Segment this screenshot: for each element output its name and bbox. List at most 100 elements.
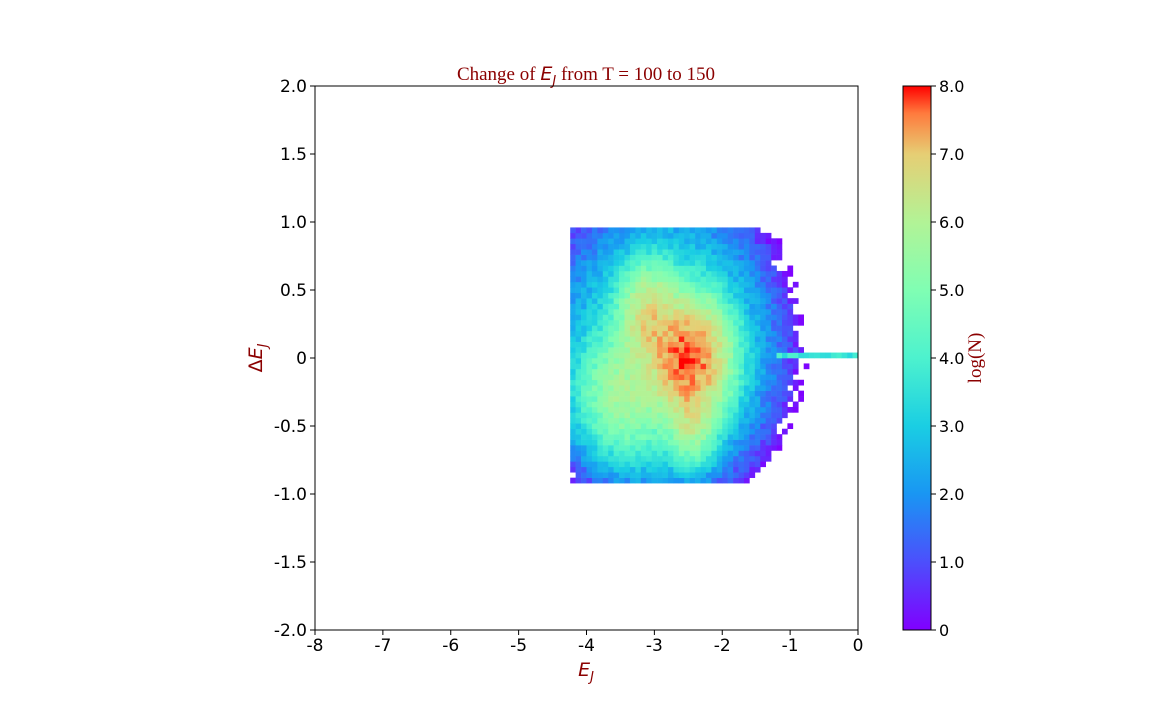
heatmap-cell [678, 249, 685, 255]
heatmap-cell [570, 287, 576, 294]
heatmap-cell [662, 265, 669, 272]
heatmap-cell [629, 249, 636, 255]
heatmap-cell [716, 358, 723, 364]
heatmap-cell [760, 281, 766, 288]
heatmap-cell [640, 434, 647, 440]
heatmap-cell [716, 292, 723, 299]
heatmap-cell [629, 363, 636, 370]
heatmap-cell [570, 450, 576, 457]
heatmap-cell [798, 390, 804, 397]
heatmap-cell [597, 227, 604, 234]
heatmap-cell [733, 227, 739, 234]
heatmap-cell [765, 303, 772, 310]
heatmap-cell [619, 281, 625, 288]
heatmap-cell [776, 281, 783, 288]
heatmap-cell [792, 298, 799, 304]
heatmap-cell [662, 401, 669, 408]
heatmap-cell [689, 368, 696, 375]
heatmap-cell [711, 434, 718, 440]
heatmap-cell [646, 428, 652, 435]
heatmap-cell [749, 445, 756, 451]
heatmap-cell [689, 396, 696, 402]
heatmap-cell [754, 347, 761, 353]
heatmap-cell [619, 249, 625, 255]
heatmap-cell [711, 401, 718, 408]
heatmap-cell [646, 309, 652, 315]
heatmap-cell [689, 374, 696, 381]
heatmap-cell [765, 396, 772, 402]
heatmap-cell [738, 254, 745, 261]
heatmap-cell [689, 243, 696, 250]
heatmap-cell [651, 374, 658, 381]
heatmap-cell [586, 347, 593, 353]
heatmap-cell [733, 461, 739, 468]
heatmap-cell [613, 455, 620, 462]
heatmap-cell [646, 396, 652, 402]
heatmap-cell [629, 455, 636, 462]
heatmap-cell [673, 466, 680, 473]
heatmap-cell [749, 406, 756, 413]
heatmap-cell [733, 406, 739, 413]
heatmap-cell [733, 232, 739, 239]
heatmap-cell [624, 455, 631, 462]
heatmap-cell [651, 401, 658, 408]
heatmap-cell [700, 314, 707, 321]
x-tick-label: -4 [578, 636, 595, 656]
heatmap-cell [705, 319, 712, 326]
heatmap-cell [613, 450, 620, 457]
heatmap-cell [673, 461, 680, 468]
heatmap-cell [716, 374, 723, 381]
heatmap-cell [700, 276, 707, 283]
heatmap-cell [673, 412, 680, 419]
heatmap-cell [657, 265, 663, 272]
heatmap-cell [651, 336, 658, 342]
heatmap-cell [673, 249, 680, 255]
heatmap-cell [781, 347, 788, 353]
heatmap-cell [738, 341, 745, 348]
heatmap-cell [700, 254, 707, 261]
heatmap-cell [651, 347, 658, 353]
heatmap-cell [629, 287, 636, 294]
heatmap-cell [684, 390, 690, 397]
heatmap-cell [640, 292, 647, 299]
heatmap-cell [575, 472, 582, 478]
heatmap-cell [581, 249, 587, 255]
heatmap-cell [581, 287, 587, 294]
heatmap-cell [624, 401, 631, 408]
heatmap-cell [754, 401, 761, 408]
heatmap-cell [733, 303, 739, 310]
heatmap-cell [624, 396, 631, 402]
heatmap-cell [570, 461, 576, 468]
heatmap-cell [754, 374, 761, 381]
heatmap-cell [657, 363, 663, 370]
heatmap-cell [689, 358, 696, 364]
heatmap-cell [689, 434, 696, 440]
heatmap-cell [711, 347, 718, 353]
heatmap-cell [754, 417, 761, 424]
heatmap-cell [591, 412, 598, 419]
heatmap-cell [608, 385, 614, 391]
heatmap-cell [684, 347, 690, 353]
heatmap-cell [689, 472, 696, 478]
heatmap-cell [749, 450, 756, 457]
heatmap-cell [597, 341, 604, 348]
heatmap-cell [716, 439, 723, 446]
heatmap-cell [602, 363, 609, 370]
heatmap-cell [727, 325, 734, 332]
heatmap-cell [667, 445, 674, 451]
heatmap-cell [657, 472, 663, 478]
heatmap-cell [651, 428, 658, 435]
heatmap-cell [700, 309, 707, 315]
heatmap-cell [749, 309, 756, 315]
heatmap-cell [716, 401, 723, 408]
heatmap-cell [765, 401, 772, 408]
heatmap-cell [771, 303, 777, 310]
heatmap-cell [733, 368, 739, 375]
heatmap-cell [749, 352, 756, 359]
heatmap-cell [651, 292, 658, 299]
heatmap-cell [613, 276, 620, 283]
heatmap-cell [570, 401, 576, 408]
heatmap-cell [581, 390, 587, 397]
heatmap-cell [608, 472, 614, 478]
heatmap-cell [705, 330, 712, 337]
